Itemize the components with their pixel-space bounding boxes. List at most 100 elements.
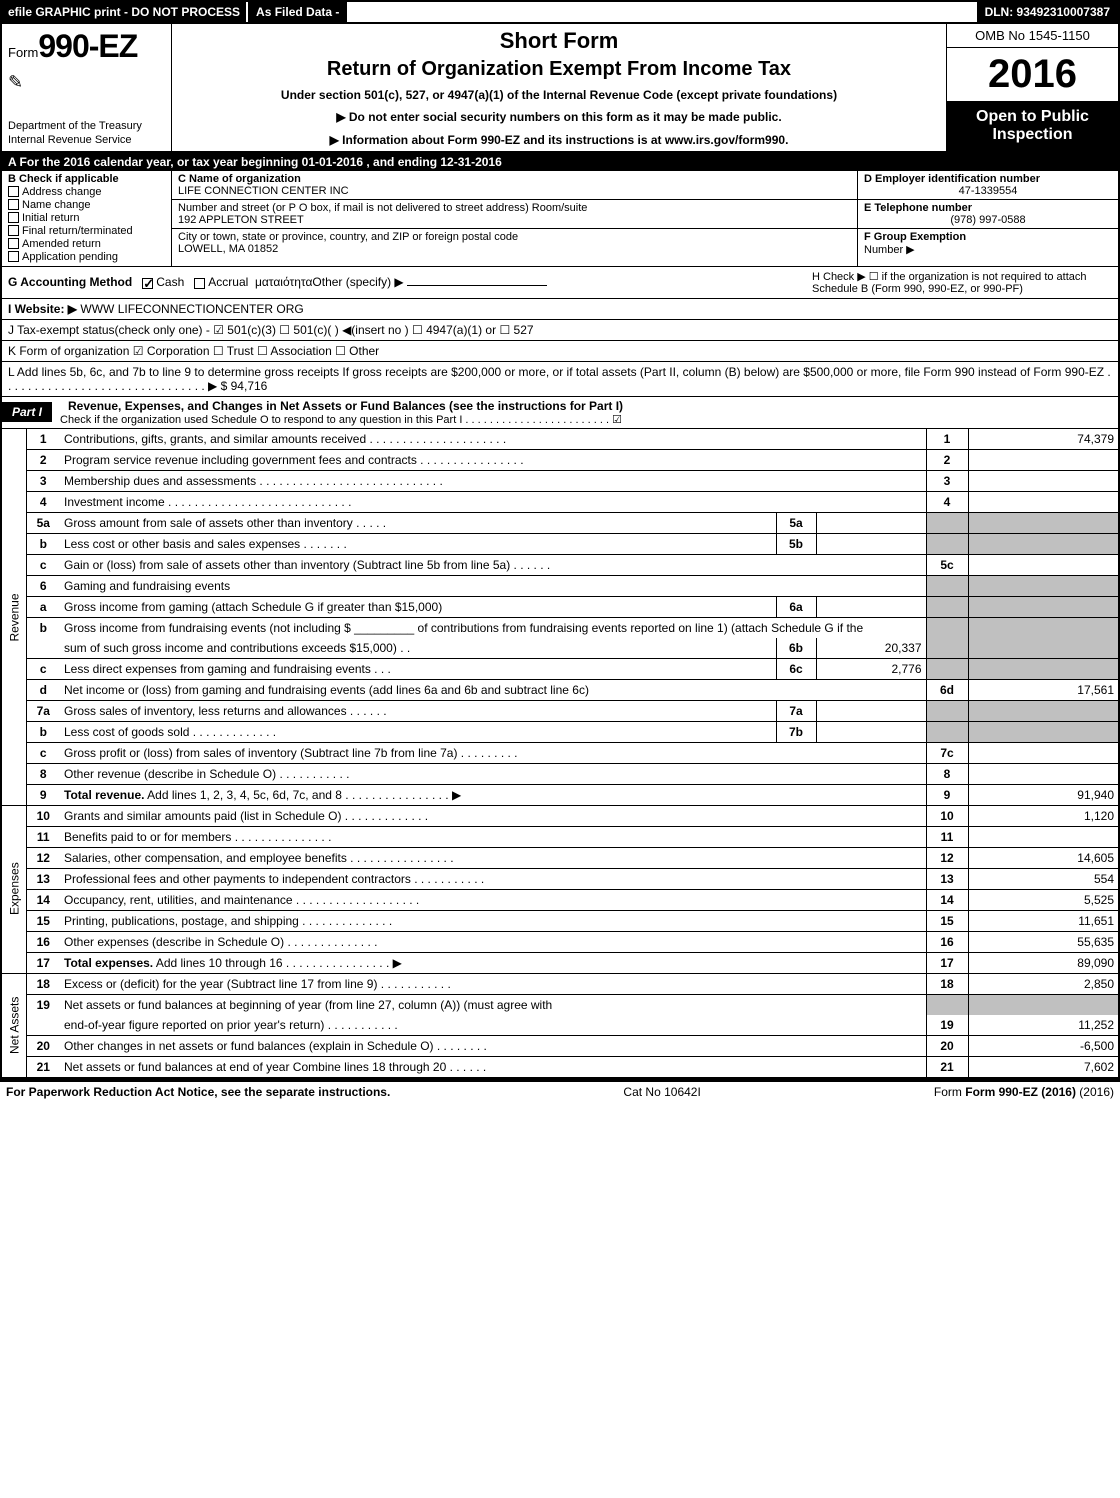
line-number: 20 (26, 1035, 60, 1056)
cb-initial-return[interactable]: Initial return (8, 212, 165, 224)
sub-line-amount (816, 512, 926, 533)
right-line-amount: 1,120 (968, 805, 1118, 826)
right-line-amount: 11,252 (968, 1015, 1118, 1036)
right-line-number: 7c (926, 742, 968, 763)
top-bar-left: efile GRAPHIC print - DO NOT PROCESS (2, 2, 246, 22)
row-j: J Tax-exempt status(check only one) - ☑ … (2, 320, 1118, 341)
cb-name-change[interactable]: Name change (8, 199, 165, 211)
line-row: 5aGross amount from sale of assets other… (2, 512, 1118, 533)
line-row: 6Gaming and fundraising events (2, 575, 1118, 596)
right-line-number: 4 (926, 491, 968, 512)
right-amt-shade (968, 658, 1118, 679)
treasury-icon: ✎ (8, 72, 165, 93)
title-return: Return of Organization Exempt From Incom… (327, 58, 791, 81)
title-short-form: Short Form (500, 28, 619, 54)
cb-cash[interactable] (142, 278, 153, 289)
right-line-amount: 17,561 (968, 679, 1118, 700)
right-line-number: 2 (926, 449, 968, 470)
right-line-number: 12 (926, 847, 968, 868)
right-line-number: 17 (926, 952, 968, 973)
line-row: bGross income from fundraising events (n… (2, 617, 1118, 638)
row-k: K Form of organization ☑ Corporation ☐ T… (2, 341, 1118, 362)
phone-row: E Telephone number (978) 997-0588 (858, 200, 1118, 229)
i-value: WWW LIFECONNECTIONCENTER ORG (80, 302, 303, 316)
right-amt-shade (968, 721, 1118, 742)
line-row: Revenue1Contributions, gifts, grants, an… (2, 429, 1118, 450)
line-row: aGross income from gaming (attach Schedu… (2, 596, 1118, 617)
line-number: b (26, 533, 60, 554)
section-label: Net Assets (2, 973, 26, 1077)
right-line-number: 15 (926, 910, 968, 931)
right-line-amount: 74,379 (968, 429, 1118, 450)
line-row: 13Professional fees and other payments t… (2, 868, 1118, 889)
phone-label: E Telephone number (864, 202, 1112, 214)
line-number: 7a (26, 700, 60, 721)
line-row: 21Net assets or fund balances at end of … (2, 1056, 1118, 1077)
box-b: B Check if applicable Address change Nam… (2, 171, 172, 266)
cb-address-change[interactable]: Address change (8, 186, 165, 198)
line-number: 19 (26, 994, 60, 1015)
right-num-shade (926, 512, 968, 533)
footer-right: Form Form 990-EZ (2016) (2016) (934, 1085, 1114, 1099)
right-line-number: 6d (926, 679, 968, 700)
sub-line-amount: 2,776 (816, 658, 926, 679)
right-num (926, 994, 968, 1015)
footer-mid: Cat No 10642I (623, 1085, 700, 1099)
right-line-number: 11 (926, 826, 968, 847)
right-num (926, 617, 968, 638)
header-right: OMB No 1545-1150 2016 Open to Public Ins… (946, 24, 1118, 151)
form-prefix: Form (8, 45, 38, 60)
right-line-number: 8 (926, 763, 968, 784)
ein-value: 47-1339554 (864, 185, 1112, 197)
line-number: 4 (26, 491, 60, 512)
g-other: Other (specify) ▶ (312, 275, 403, 289)
right-line-number: 3 (926, 470, 968, 491)
cb-application-pending[interactable]: Application pending (8, 251, 165, 263)
line-row: bLess cost or other basis and sales expe… (2, 533, 1118, 554)
line-desc: Printing, publications, postage, and shi… (60, 910, 926, 931)
line-number: 6 (26, 575, 60, 596)
right-num-shade (926, 638, 968, 659)
form-number: Form 990-EZ (8, 28, 165, 65)
sub-line-amount (816, 700, 926, 721)
row-gh: G Accounting Method Cash Accrual ματαιότ… (2, 267, 1118, 299)
org-name-label: C Name of organization (178, 173, 851, 185)
part1-header: Part I Revenue, Expenses, and Changes in… (2, 397, 1118, 429)
line-desc: Other revenue (describe in Schedule O) .… (60, 763, 926, 784)
right-line-number: 18 (926, 973, 968, 994)
cb-final-return[interactable]: Final return/terminated (8, 225, 165, 237)
line-desc: Net income or (loss) from gaming and fun… (60, 679, 926, 700)
cb-amended-return[interactable]: Amended return (8, 238, 165, 250)
top-bar: efile GRAPHIC print - DO NOT PROCESS As … (2, 2, 1118, 24)
row-h: H Check ▶ ☐ if the organization is not r… (812, 270, 1112, 295)
g-other-blank[interactable] (407, 285, 547, 286)
sub-line-number: 7b (776, 721, 816, 742)
right-line-number: 9 (926, 784, 968, 805)
sub-line-number: 5a (776, 512, 816, 533)
line-desc: Less cost or other basis and sales expen… (60, 533, 776, 554)
city-row: City or town, state or province, country… (172, 229, 857, 257)
line-desc: Gross amount from sale of assets other t… (60, 512, 776, 533)
line-number: 2 (26, 449, 60, 470)
line-desc: Program service revenue including govern… (60, 449, 926, 470)
right-line-amount (968, 763, 1118, 784)
section-label: Revenue (2, 429, 26, 806)
right-line-amount: 89,090 (968, 952, 1118, 973)
line-row: end-of-year figure reported on prior yea… (2, 1015, 1118, 1036)
sub-line-amount (816, 533, 926, 554)
line-row: 7aGross sales of inventory, less returns… (2, 700, 1118, 721)
cb-accrual[interactable] (194, 278, 205, 289)
line-number: c (26, 742, 60, 763)
right-line-amount: 91,940 (968, 784, 1118, 805)
right-line-amount: 5,525 (968, 889, 1118, 910)
row-i: I Website: ▶ WWW LIFECONNECTIONCENTER OR… (2, 299, 1118, 320)
line-number: 1 (26, 429, 60, 450)
right-num-shade (926, 721, 968, 742)
line-row: 19Net assets or fund balances at beginni… (2, 994, 1118, 1015)
right-line-amount: 14,605 (968, 847, 1118, 868)
line-number: 18 (26, 973, 60, 994)
section-bcd: B Check if applicable Address change Nam… (2, 171, 1118, 267)
top-bar-right: DLN: 93492310007387 (977, 2, 1118, 22)
group-label: F Group Exemption (864, 231, 966, 243)
right-amt (968, 617, 1118, 638)
